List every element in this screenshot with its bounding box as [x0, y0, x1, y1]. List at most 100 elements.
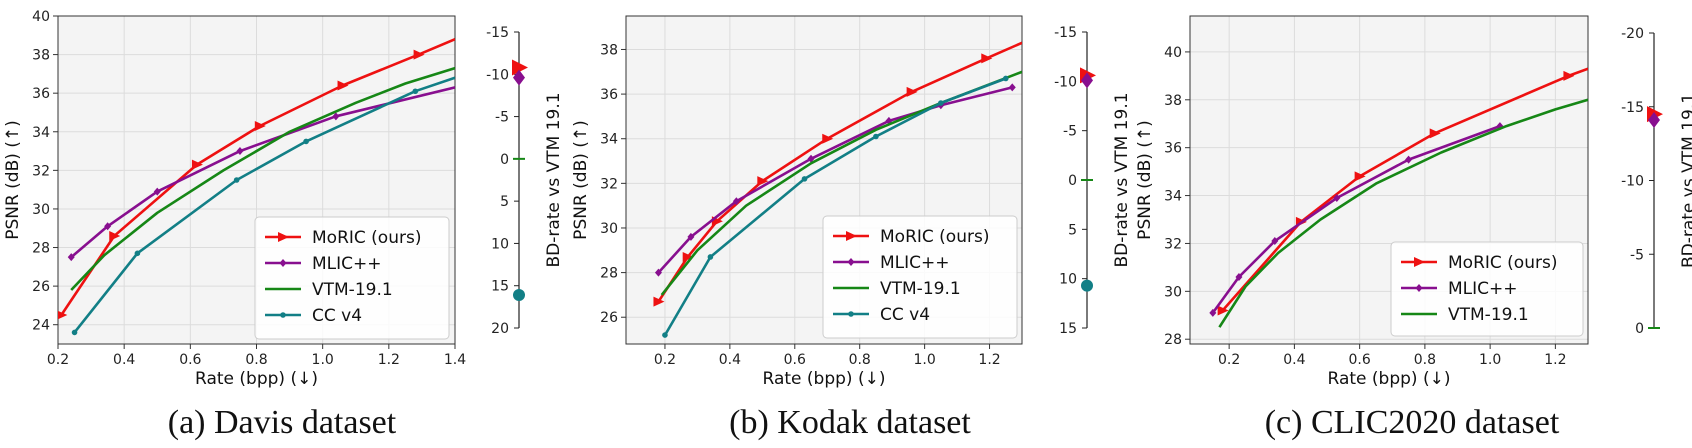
x-tick-label: 1.4	[444, 352, 466, 368]
data-point	[1496, 122, 1504, 131]
x-axis-label: Rate (bpp) (↓)	[763, 369, 886, 389]
y-tick-label: 38	[1164, 93, 1182, 109]
data-point	[1209, 308, 1217, 317]
bd-axis-label: BD-rate vs VTM 19.1	[544, 92, 564, 267]
bd-tick-label: 20	[491, 321, 509, 337]
data-point	[337, 80, 349, 91]
bd-rate-point	[512, 59, 528, 76]
x-tick-label: 0.2	[47, 352, 69, 368]
bd-tick-label: 0	[500, 152, 509, 168]
bd-rate-point	[513, 289, 525, 302]
data-point	[153, 187, 161, 196]
series-line-vtm-19-1	[1218, 98, 1588, 328]
y-tick-label: 34	[1164, 189, 1182, 205]
chart-panel-1: 0.2 0.4 0.6 0.8 1.0 1.2 26 28 30 32 34 36 38 Rate (bp…	[571, 15, 1132, 389]
y-axis-label: PSNR (dB) (↑)	[571, 120, 591, 240]
series-line-mlic-	[1211, 124, 1501, 314]
data-point	[653, 296, 665, 307]
legend-marker	[847, 258, 855, 266]
legend-marker	[846, 231, 857, 241]
bd-tick-label: 0	[1635, 321, 1644, 337]
x-tick-label: 0.6	[784, 352, 806, 368]
y-tick-label: 30	[600, 221, 618, 237]
y-tick-label: 26	[600, 310, 618, 326]
bd-tick-label: -10	[1621, 174, 1644, 190]
series-line-vtm-19-1	[70, 66, 455, 291]
data-point	[654, 268, 662, 277]
data-point	[67, 253, 75, 262]
y-tick-label: 24	[32, 318, 50, 334]
legend-label: CC v4	[880, 305, 930, 325]
bd-rate-point	[1081, 279, 1093, 292]
data-point	[873, 133, 879, 140]
data-point	[332, 112, 340, 121]
y-tick-label: 32	[32, 163, 50, 179]
x-tick-label: 0.8	[245, 352, 267, 368]
x-tick-label: 0.6	[179, 352, 201, 368]
bd-tick-label: -5	[495, 110, 509, 126]
legend-box	[1390, 241, 1584, 337]
data-point	[1008, 83, 1016, 92]
x-tick-label: 0.4	[113, 352, 135, 368]
legend-marker	[280, 312, 286, 318]
bd-axis-label: BD-rate vs VTM 19.1	[1679, 93, 1692, 268]
data-point	[303, 138, 309, 145]
data-point	[109, 230, 121, 241]
data-point	[981, 53, 993, 64]
bd-tick-label: 5	[1068, 222, 1077, 238]
data-point	[662, 332, 668, 338]
data-point	[1235, 272, 1243, 281]
data-point	[687, 232, 695, 241]
legend-box	[254, 216, 450, 340]
legend-marker	[1414, 257, 1425, 267]
legend-marker	[278, 232, 289, 242]
bd-tick-label: -20	[1621, 26, 1644, 42]
data-point	[807, 154, 815, 163]
x-tick-label: 1.0	[913, 352, 935, 368]
bd-tick-label: 15	[491, 279, 509, 295]
data-point	[906, 86, 918, 97]
plot-frame	[57, 15, 456, 345]
bd-tick-label: 5	[500, 194, 509, 210]
legend-label: MLIC++	[880, 253, 950, 273]
data-point	[822, 133, 834, 144]
data-point	[104, 222, 112, 231]
bd-tick-label: 10	[491, 236, 509, 252]
legend-label: CC v4	[312, 306, 362, 326]
y-tick-label: 28	[600, 266, 618, 282]
legend: MoRIC (ours) MLIC++ VTM-19.1 CC v4	[822, 215, 1018, 339]
bd-rate-axis: -15 -10 -5 0 5 10 15 20 BD-rate vs VTM 19.1	[486, 25, 564, 337]
legend-label: MoRIC (ours)	[880, 227, 989, 247]
bd-tick-label: -10	[486, 67, 509, 83]
data-point	[233, 177, 240, 183]
y-tick-label: 36	[32, 86, 50, 102]
bd-tick-label: -15	[486, 25, 509, 41]
legend-label: MLIC++	[1448, 279, 1518, 299]
data-point	[58, 310, 68, 320]
x-tick-label: 1.0	[1479, 352, 1501, 368]
x-tick-label: 1.2	[978, 352, 1000, 368]
series-line-moric-ours-	[657, 41, 1022, 303]
x-tick-label: 0.8	[1414, 352, 1436, 368]
legend-label: MoRIC (ours)	[312, 228, 421, 248]
legend-label: MoRIC (ours)	[1448, 253, 1557, 273]
y-tick-label: 38	[600, 42, 618, 58]
bd-rate-axis: -15 -10 -5 0 5 10 15 BD-rate vs VTM 19.1	[1054, 25, 1132, 337]
series-line-cc-v4	[73, 76, 455, 334]
series-line-mlic-	[70, 86, 455, 259]
legend-marker	[279, 259, 287, 267]
bd-rate-point	[1648, 112, 1660, 129]
y-tick-label: 36	[600, 87, 618, 103]
data-point	[757, 176, 769, 187]
data-point	[938, 100, 944, 106]
data-point	[236, 147, 244, 156]
legend-box	[822, 215, 1018, 339]
legend: MoRIC (ours) MLIC++ VTM-19.1	[1390, 241, 1584, 337]
x-tick-label: 1.0	[312, 352, 334, 368]
series-group	[58, 38, 455, 336]
data-point	[732, 197, 740, 206]
y-tick-label: 32	[1164, 236, 1182, 252]
caption-c: (c) CLIC2020 dataset	[1264, 404, 1560, 441]
data-point	[254, 120, 266, 131]
bd-tick-label: -15	[1054, 25, 1077, 41]
